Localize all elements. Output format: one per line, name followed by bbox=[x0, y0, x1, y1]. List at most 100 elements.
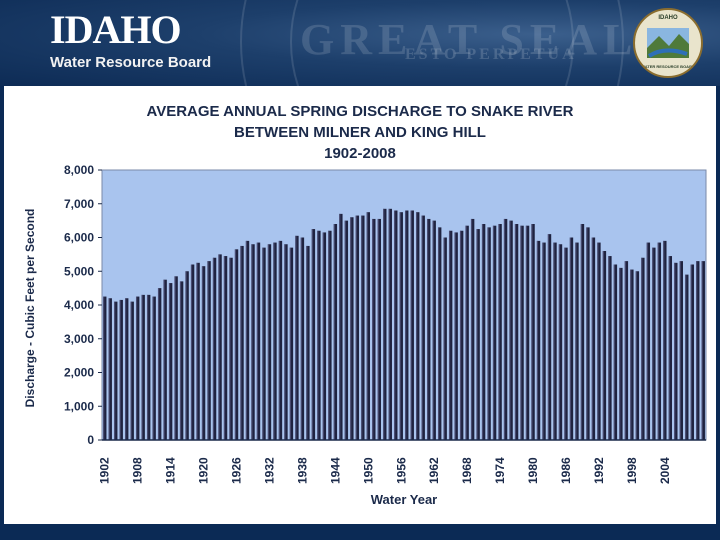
bar-shade-undefined bbox=[690, 264, 692, 440]
bar-1959 bbox=[416, 212, 420, 440]
bar-shade-1921 bbox=[207, 261, 209, 440]
bar-shade-1992 bbox=[597, 242, 599, 440]
bar-shade-1989 bbox=[580, 224, 582, 440]
bar-shade-1995 bbox=[613, 264, 615, 440]
bar-shade-1956 bbox=[399, 212, 401, 440]
bar-2005 bbox=[668, 256, 673, 440]
bar-1917 bbox=[185, 271, 189, 440]
bar-1945 bbox=[339, 213, 343, 440]
y-tick-label: 7,000 bbox=[64, 197, 94, 211]
bar-1943 bbox=[328, 230, 332, 440]
y-tick-label: 5,000 bbox=[64, 264, 94, 278]
chart-subtitle: BETWEEN MILNER AND KING HILL bbox=[234, 124, 486, 141]
bar-2006 bbox=[674, 262, 678, 440]
bar-shade-1946 bbox=[344, 220, 346, 440]
bar-1957 bbox=[405, 210, 409, 440]
bar-1981 bbox=[536, 240, 541, 440]
bar-shade-2003 bbox=[657, 242, 659, 440]
bar-shade-1939 bbox=[306, 245, 308, 440]
bar-1975 bbox=[503, 218, 508, 440]
bar-1922 bbox=[212, 257, 217, 440]
bar-1941 bbox=[317, 230, 321, 440]
bar-shade-1912 bbox=[157, 288, 160, 440]
bar-shade-2005 bbox=[668, 256, 670, 440]
bar-1989 bbox=[580, 224, 585, 440]
bar-shade-2006 bbox=[674, 262, 676, 440]
bar-shade-1973 bbox=[492, 225, 495, 440]
bar-1966 bbox=[454, 232, 458, 440]
bar-shade-1977 bbox=[514, 224, 517, 440]
bar-1931 bbox=[262, 247, 266, 440]
bar-1999 bbox=[635, 271, 640, 440]
bar-shade-1967 bbox=[459, 230, 462, 440]
brand-subtitle: Water Resource Board bbox=[50, 54, 212, 71]
bar-1919 bbox=[196, 262, 200, 440]
bar-1923 bbox=[218, 254, 222, 440]
bar-1903 bbox=[108, 298, 112, 440]
bar-shade-1976 bbox=[509, 220, 511, 440]
bar-shade-1979 bbox=[525, 225, 528, 440]
bar-1925 bbox=[229, 257, 233, 440]
bar-1972 bbox=[487, 227, 491, 440]
bar-shade-1911 bbox=[152, 296, 154, 440]
bar-1935 bbox=[284, 244, 288, 440]
bar-1996 bbox=[619, 267, 623, 440]
bar-shade-1999 bbox=[635, 271, 637, 440]
bar-2002 bbox=[652, 247, 656, 440]
seal-motto-text: ESTO PERPETUA bbox=[405, 46, 577, 63]
bar-1961 bbox=[427, 218, 431, 440]
bar-shade-1963 bbox=[437, 227, 440, 440]
bar-shade-1928 bbox=[245, 240, 247, 440]
bar-1942 bbox=[322, 232, 327, 440]
bar-1918 bbox=[190, 264, 195, 440]
bar-shade-1964 bbox=[443, 237, 445, 440]
bar-shade-1950 bbox=[366, 212, 368, 440]
y-tick-label: 0 bbox=[87, 433, 94, 447]
bar-shade-1990 bbox=[586, 227, 588, 440]
bar-1936 bbox=[289, 247, 294, 440]
bar-1958 bbox=[410, 210, 414, 440]
y-tick-label: 3,000 bbox=[64, 332, 94, 346]
bar-1948 bbox=[355, 215, 360, 440]
bar-undefined bbox=[701, 261, 705, 440]
bar-1904 bbox=[114, 301, 118, 440]
bar-1912 bbox=[157, 288, 162, 440]
bar-2000 bbox=[641, 257, 645, 440]
bar-shade-1908 bbox=[135, 296, 138, 440]
bar-shade-2007 bbox=[679, 261, 681, 440]
seal-watermark-text: GREAT SEAL bbox=[300, 15, 639, 64]
bar-shade-1981 bbox=[536, 240, 539, 440]
bar-shade-1907 bbox=[130, 301, 132, 440]
bar-1932 bbox=[267, 244, 272, 440]
bar-1987 bbox=[569, 237, 574, 440]
bar-shade-1932 bbox=[267, 244, 269, 440]
bar-shade-1920 bbox=[201, 266, 204, 440]
bar-shade-1919 bbox=[196, 262, 198, 440]
bar-1986 bbox=[564, 247, 568, 440]
bar-2008 bbox=[685, 274, 689, 440]
bar-shade-1997 bbox=[624, 261, 626, 440]
bar-1951 bbox=[372, 218, 376, 440]
x-tick-label: 1986 bbox=[559, 457, 573, 484]
bar-shade-1980 bbox=[531, 224, 533, 440]
bar-1905 bbox=[119, 299, 123, 440]
y-tick-label: 8,000 bbox=[64, 163, 94, 177]
board-logo-bottom-text: WATER RESOURCE BOARD bbox=[641, 64, 695, 69]
bar-2004 bbox=[663, 240, 667, 440]
bar-shade-1986 bbox=[564, 247, 566, 440]
bar-1977 bbox=[514, 224, 519, 440]
y-tick-label: 6,000 bbox=[64, 231, 94, 245]
x-tick-label: 1974 bbox=[493, 457, 507, 484]
bar-shade-1996 bbox=[619, 267, 621, 440]
bar-shade-1927 bbox=[240, 245, 242, 440]
bar-1907 bbox=[130, 301, 134, 440]
bar-shade-1985 bbox=[558, 244, 560, 440]
bar-1938 bbox=[300, 237, 305, 440]
bar-1920 bbox=[201, 266, 206, 440]
bar-shade-1958 bbox=[410, 210, 412, 440]
bar-1950 bbox=[366, 212, 371, 440]
bar-1955 bbox=[394, 210, 398, 440]
bar-1984 bbox=[553, 242, 557, 440]
bar-shade-1978 bbox=[520, 225, 522, 440]
bar-1910 bbox=[146, 294, 151, 440]
